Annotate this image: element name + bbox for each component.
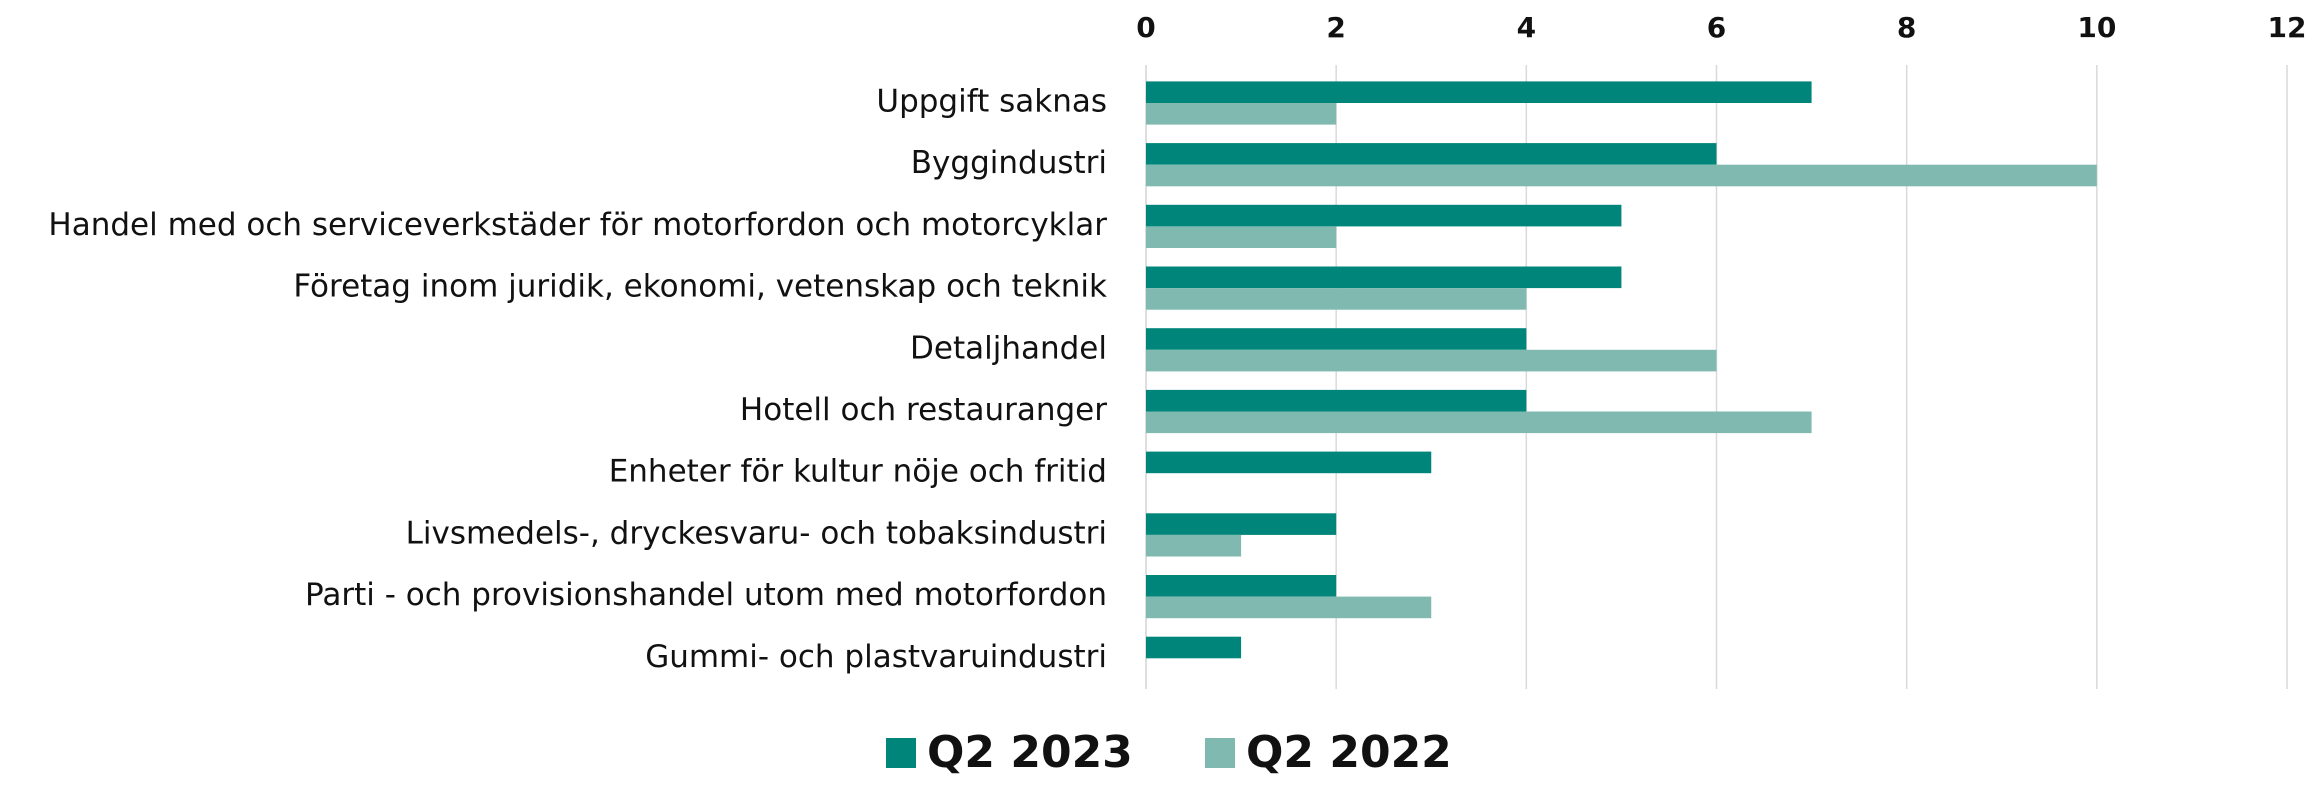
bar bbox=[1146, 288, 1527, 310]
legend-swatch bbox=[886, 738, 916, 768]
x-tick-label: 8 bbox=[1897, 11, 1916, 44]
category-label: Hotell och restauranger bbox=[740, 392, 1107, 428]
bar bbox=[1146, 103, 1337, 125]
bar bbox=[1146, 349, 1717, 372]
x-tick-label: 12 bbox=[2268, 11, 2307, 44]
bar bbox=[1146, 513, 1337, 535]
x-tick-label: 6 bbox=[1707, 11, 1726, 44]
bar bbox=[1146, 596, 1432, 619]
x-tick-label: 4 bbox=[1517, 11, 1536, 44]
category-label: Gummi- och plastvaruindustri bbox=[645, 639, 1107, 675]
legend-label: Q2 2023 bbox=[927, 727, 1133, 778]
x-tick-label: 0 bbox=[1136, 11, 1155, 44]
bar bbox=[1146, 411, 1812, 434]
bar bbox=[1146, 143, 1717, 165]
category-label: Livsmedels-, dryckesvaru- och tobaksindu… bbox=[406, 515, 1107, 551]
legend-label: Q2 2022 bbox=[1246, 727, 1452, 778]
category-label: Företag inom juridik, ekonomi, vetenskap… bbox=[293, 269, 1107, 305]
bar bbox=[1146, 81, 1812, 103]
bar bbox=[1146, 451, 1432, 474]
x-tick-label: 10 bbox=[2077, 11, 2116, 44]
x-tick-label: 2 bbox=[1326, 11, 1345, 44]
bar bbox=[1146, 534, 1242, 557]
category-label: Enheter för kultur nöje och fritid bbox=[609, 454, 1107, 490]
bar bbox=[1146, 328, 1527, 350]
bar bbox=[1146, 636, 1242, 659]
bar bbox=[1146, 164, 2097, 187]
bar bbox=[1146, 204, 1622, 227]
bar bbox=[1146, 389, 1527, 412]
category-label: Byggindustri bbox=[911, 145, 1107, 181]
bar bbox=[1146, 266, 1622, 289]
bar bbox=[1146, 226, 1337, 248]
category-label: Handel med och serviceverkstäder för mot… bbox=[48, 207, 1107, 243]
bar bbox=[1146, 575, 1337, 597]
category-label: Parti - och provisionshandel utom med mo… bbox=[305, 577, 1107, 613]
legend-swatch bbox=[1205, 738, 1235, 768]
category-label: Detaljhandel bbox=[910, 330, 1107, 366]
category-label: Uppgift saknas bbox=[876, 84, 1107, 120]
